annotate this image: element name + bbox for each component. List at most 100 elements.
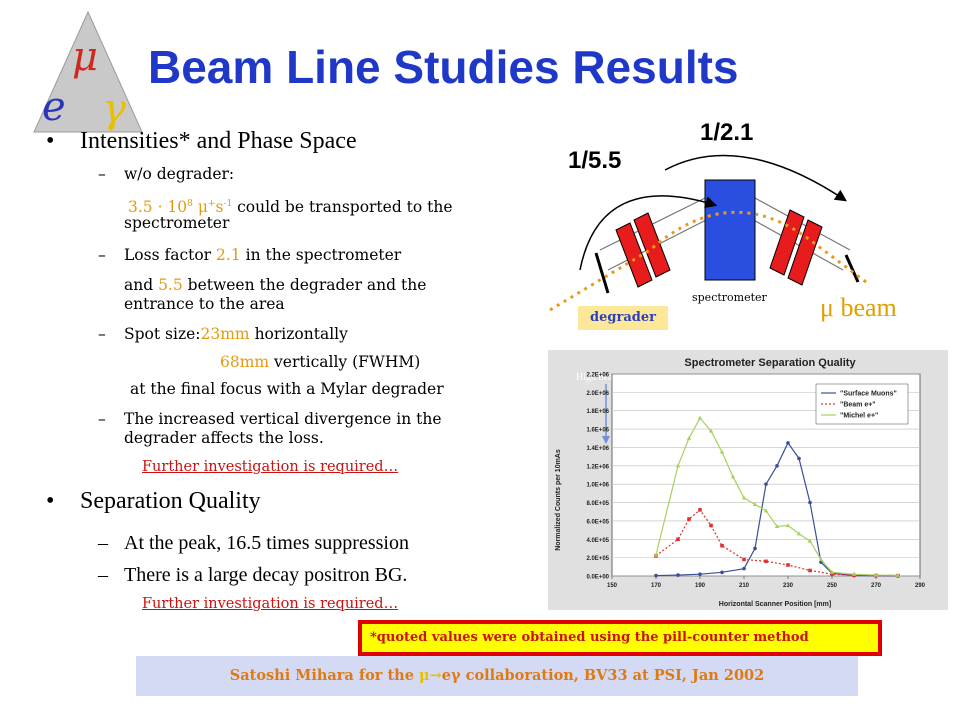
arc-spectrometer <box>664 154 847 202</box>
data-point <box>752 501 758 506</box>
separation-chart: Spectrometer Separation Quality High bea… <box>555 357 926 608</box>
data-point <box>742 566 746 571</box>
x-tick-label: 190 <box>695 583 706 589</box>
data-point <box>742 557 746 562</box>
quadrupole-right <box>769 209 823 286</box>
bullet-intensities-title: Intensities* and Phase Space <box>80 128 357 154</box>
data-point <box>807 538 813 543</box>
footer-mu: μ <box>418 667 430 684</box>
x-tick-label: 270 <box>871 583 882 589</box>
data-point <box>764 482 768 486</box>
data-point <box>786 563 790 567</box>
data-point <box>873 572 879 577</box>
y-tick-label: 2.0E+06 <box>586 391 609 397</box>
chart-ylabel: Normalized Counts per 10mAs <box>555 449 562 551</box>
item-divergence: – The increased vertical divergence in t… <box>98 410 442 428</box>
data-point <box>687 517 691 521</box>
x-tick-label: 150 <box>607 583 618 589</box>
y-tick-label: 6.0E+05 <box>586 519 609 525</box>
item-rate: 3.5 · 108 μ+s-1 could be transported to … <box>128 195 528 217</box>
data-point <box>675 463 681 468</box>
bullet-dot: • <box>46 488 55 514</box>
data-point <box>708 428 714 433</box>
data-point <box>763 508 769 513</box>
data-point <box>741 495 747 500</box>
x-tick-label: 230 <box>783 583 794 589</box>
data-point <box>698 572 702 576</box>
data-point <box>774 524 780 529</box>
series-line <box>655 509 899 577</box>
item-loss: – Loss factor 2.1 in the spectrometer <box>98 246 402 264</box>
loss-value: 2.1 <box>216 246 241 264</box>
y-tick-label: 1.6E+06 <box>586 428 609 434</box>
item-divergence-2: degrader affects the loss. <box>124 429 324 447</box>
footer-pre: Satoshi Mihara for the <box>229 667 419 684</box>
and-value: 5.5 <box>158 276 183 294</box>
data-point <box>676 537 680 542</box>
data-point <box>697 415 703 420</box>
legend-label: "Surface Muons" <box>840 391 897 398</box>
item-and-2: entrance to the area <box>124 295 285 313</box>
data-point <box>764 559 768 564</box>
data-point <box>698 508 702 512</box>
item-rate-2: spectrometer <box>124 214 230 232</box>
data-point <box>829 569 835 574</box>
logo-triangle <box>33 10 143 133</box>
y-tick-label: 1.8E+06 <box>586 409 609 415</box>
data-point <box>686 435 692 440</box>
mu-beam-label: μ beam <box>820 293 897 322</box>
data-point <box>654 573 658 578</box>
item-and: and 5.5 between the degrader and the <box>124 276 427 294</box>
further-investigation-link-1[interactable]: Further investigation is required… <box>142 459 399 475</box>
overlay-arrow-head <box>602 436 610 444</box>
x-tick-label: 210 <box>739 583 750 589</box>
data-point <box>830 572 834 576</box>
spectrometer-magnet <box>704 179 756 281</box>
item-peak: – At the peak, 16.5 times suppression <box>98 532 409 554</box>
quadrupole-left <box>615 212 671 288</box>
item-final-focus: at the final focus with a Mylar degrader <box>130 380 444 398</box>
bullet-dot: • <box>46 128 55 154</box>
data-point <box>785 523 791 528</box>
spectrometer-label: spectrometer <box>692 291 767 304</box>
data-point <box>676 573 680 577</box>
footer-post: collaboration, BV33 at PSI, Jan 2002 <box>460 667 765 684</box>
degrader-plate-right <box>844 254 860 283</box>
bullet-separation: • Separation Quality <box>46 488 261 515</box>
dash: – <box>98 165 106 183</box>
item-spot: – Spot size:23mm horizontally <box>98 325 348 343</box>
spot-h-value: 23mm <box>200 325 250 343</box>
y-tick-label: 4.0E+05 <box>586 538 609 544</box>
data-point <box>720 570 724 575</box>
footer-bar: Satoshi Mihara for the μ→eγ collaboratio… <box>136 656 858 696</box>
logo-e: e <box>42 84 66 130</box>
data-point <box>709 523 713 528</box>
wo-degrader-text: w/o degrader: <box>124 165 235 183</box>
item-decay: – There is a large decay positron BG. <box>98 564 408 586</box>
x-tick-label: 250 <box>827 583 838 589</box>
x-tick-label: 170 <box>651 583 662 589</box>
y-tick-label: 2.0E+05 <box>586 556 609 562</box>
meg-logo: μ e γ <box>33 10 143 133</box>
data-point <box>775 464 779 468</box>
data-point <box>818 557 824 562</box>
legend-box <box>815 383 909 425</box>
data-point <box>653 552 659 557</box>
beamline-diagram: 1/5.5 1/2.1 <box>549 119 871 312</box>
data-point <box>720 543 724 548</box>
y-tick-label: 0.0E+00 <box>586 575 609 581</box>
further-investigation-link-2[interactable]: Further investigation is required… <box>142 596 399 612</box>
logo-mu: μ <box>72 34 98 80</box>
data-point <box>796 531 802 536</box>
y-tick-label: 1.2E+06 <box>586 464 609 470</box>
data-point <box>753 546 757 551</box>
data-point <box>808 500 812 505</box>
y-tick-label: 2.2E+06 <box>586 373 609 379</box>
chart-title: Spectrometer Separation Quality <box>684 357 856 369</box>
legend-label: "Michel e+" <box>840 413 878 420</box>
y-tick-label: 1.0E+06 <box>586 483 609 489</box>
ratio-right: 1/2.1 <box>700 119 753 146</box>
y-tick-label: 8.0E+05 <box>586 501 609 507</box>
data-point <box>730 474 736 479</box>
bullet-intensities: • Intensities* and Phase Space <box>46 128 357 155</box>
